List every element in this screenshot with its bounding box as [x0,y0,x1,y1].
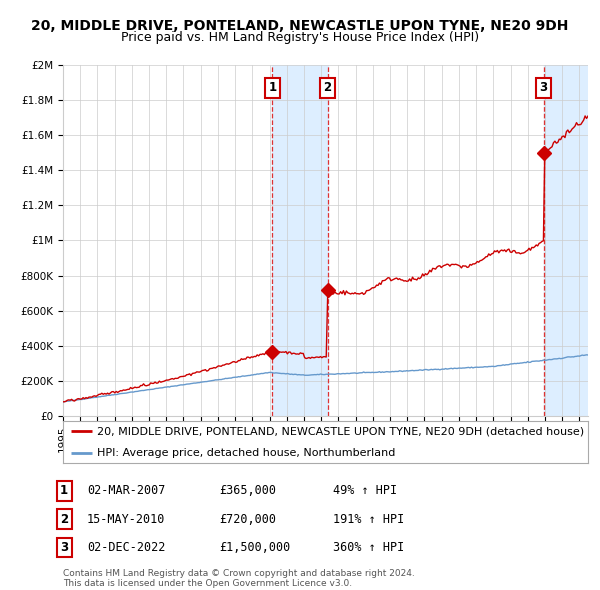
Text: 02-DEC-2022: 02-DEC-2022 [87,541,166,554]
Text: 1: 1 [268,81,277,94]
Text: 15-MAY-2010: 15-MAY-2010 [87,513,166,526]
Text: 3: 3 [60,541,68,554]
Text: HPI: Average price, detached house, Northumberland: HPI: Average price, detached house, Nort… [97,448,395,457]
Text: 360% ↑ HPI: 360% ↑ HPI [333,541,404,554]
Text: £1,500,000: £1,500,000 [219,541,290,554]
Text: 3: 3 [539,81,548,94]
Text: 191% ↑ HPI: 191% ↑ HPI [333,513,404,526]
Text: 20, MIDDLE DRIVE, PONTELAND, NEWCASTLE UPON TYNE, NE20 9DH (detached house): 20, MIDDLE DRIVE, PONTELAND, NEWCASTLE U… [97,427,584,436]
Text: 49% ↑ HPI: 49% ↑ HPI [333,484,397,497]
Text: £720,000: £720,000 [219,513,276,526]
Text: 1: 1 [60,484,68,497]
Text: 20, MIDDLE DRIVE, PONTELAND, NEWCASTLE UPON TYNE, NE20 9DH: 20, MIDDLE DRIVE, PONTELAND, NEWCASTLE U… [31,19,569,33]
Text: Price paid vs. HM Land Registry's House Price Index (HPI): Price paid vs. HM Land Registry's House … [121,31,479,44]
Bar [544,65,588,416]
Text: 02-MAR-2007: 02-MAR-2007 [87,484,166,497]
Text: Contains HM Land Registry data © Crown copyright and database right 2024.
This d: Contains HM Land Registry data © Crown c… [63,569,415,588]
Text: £365,000: £365,000 [219,484,276,497]
Text: 2: 2 [323,81,332,94]
Bar [272,65,328,416]
Text: 2: 2 [60,513,68,526]
